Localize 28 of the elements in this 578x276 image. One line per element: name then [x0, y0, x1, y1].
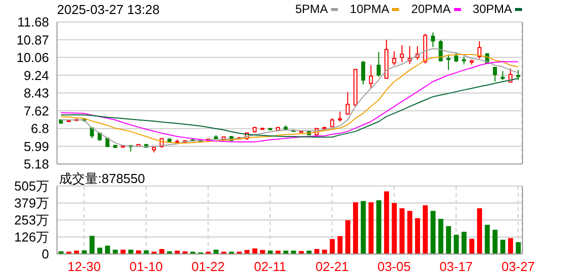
y-tick-label: 5.99 — [24, 138, 49, 154]
legend-label: 5PMA — [295, 2, 328, 16]
chart-title: 成交量:878550 — [59, 170, 145, 188]
y-tick-label: 7.62 — [24, 103, 49, 118]
legend-label: 20PMA — [411, 2, 451, 16]
y-tick-label: 8.43 — [24, 86, 49, 101]
y-tick-label: 9.24 — [24, 68, 49, 83]
y-tick-label: 0 — [42, 246, 49, 262]
x-tick-label: 01-10 — [130, 259, 163, 274]
x-tick-label: 12-30 — [68, 259, 101, 274]
y-tick-label: 6.8 — [30, 121, 49, 136]
y-tick-label: 379万 — [14, 196, 49, 211]
y-tick-label: 253万 — [14, 212, 49, 228]
legend-label: 10PMA — [350, 2, 390, 16]
x-tick-label: 03-05 — [378, 259, 411, 274]
chart-title: 2025-03-27 13:28 — [57, 2, 160, 17]
x-tick-label: 03-27 — [502, 259, 535, 274]
x-tick-label: 03-17 — [440, 259, 473, 274]
y-tick-label: 10.87 — [16, 32, 49, 48]
x-tick-label: 02-21 — [316, 259, 349, 274]
x-tick-label: 02-11 — [254, 259, 286, 274]
y-tick-label: 11.68 — [17, 14, 49, 30]
y-tick-label: 10.06 — [16, 50, 49, 66]
y-tick-label: 5.18 — [24, 156, 49, 172]
x-tick-label: 01-22 — [192, 259, 225, 274]
y-tick-label: 505万 — [14, 178, 49, 194]
y-tick-label: 126万 — [14, 230, 49, 245]
legend-label: 30PMA — [472, 2, 512, 16]
